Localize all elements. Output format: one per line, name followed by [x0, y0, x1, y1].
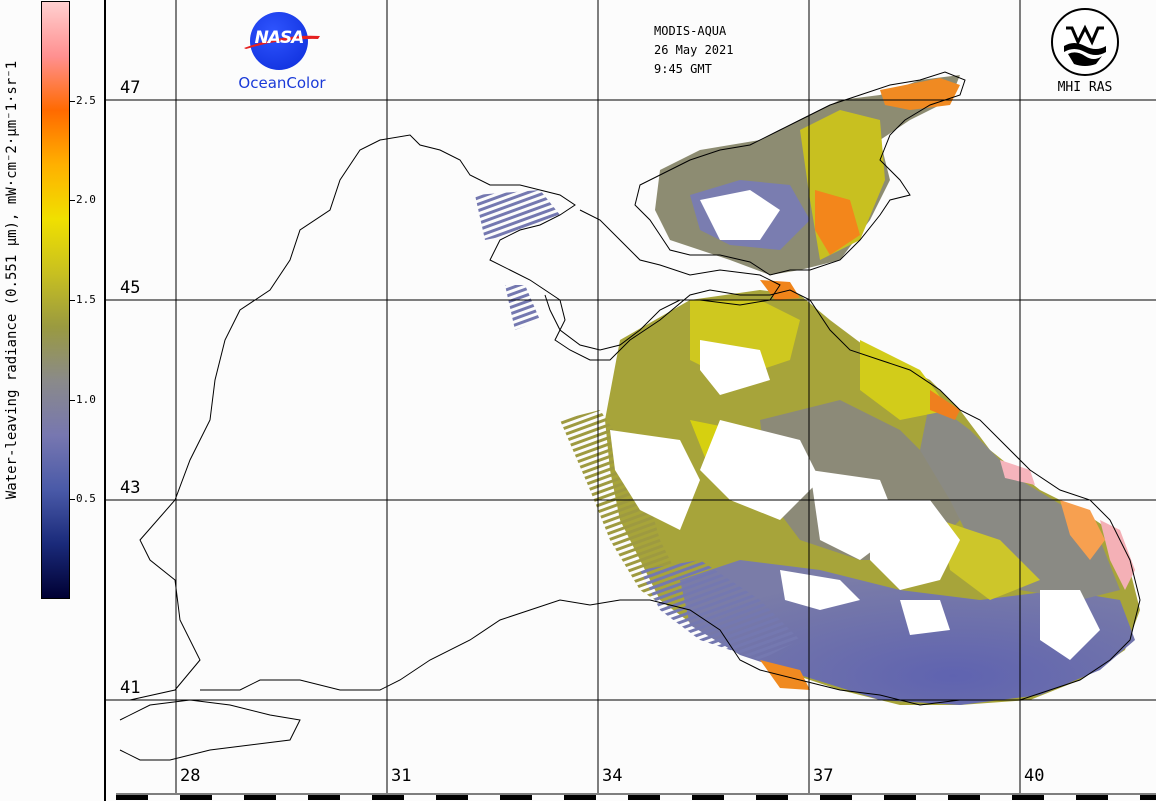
longitude-label: 34 [602, 766, 623, 786]
west-striped-swath [560, 410, 690, 610]
cloud-2 [700, 420, 820, 520]
coast-bosphorus [119, 699, 301, 761]
southeast-coast-pink [1100, 520, 1135, 590]
scale-bar-segment [1012, 795, 1044, 800]
cloud-7 [780, 570, 860, 610]
scale-bar-segment [628, 795, 660, 800]
yellow-patch-3 [940, 520, 1040, 600]
scale-bar-segment [948, 795, 980, 800]
scale-bar-segment [180, 795, 212, 800]
south-coast-orange [760, 660, 810, 690]
cloud-1 [700, 340, 770, 395]
colorbar-tick-mark [69, 499, 75, 501]
mhi-ras-logo: MHI RAS [1046, 6, 1124, 101]
cloud-9 [700, 190, 780, 240]
colorbar-title: Water-leaving radiance (0.551 µm), mW·cm… [4, 60, 20, 500]
coast-azov [634, 71, 966, 276]
colorbar-tick-mark [69, 300, 75, 301]
northwest-striped-blue [475, 190, 560, 240]
coast-west [129, 134, 1141, 706]
colorbar-panel: 2.5 2.0 1.5 1.0 0.5 Water-leaving radiance (… [0, 0, 106, 801]
institute-name: MHI RAS [1057, 80, 1113, 95]
longitude-label: 28 [180, 766, 201, 786]
latitude-label: 47 [120, 78, 141, 98]
bottom-scale-bar [116, 793, 1156, 800]
azov-orange-northeast [880, 78, 960, 110]
nasa-swoosh-icon [244, 35, 320, 49]
scale-bar-segment [116, 795, 148, 800]
latitude-label: 41 [120, 678, 141, 698]
northeast-pink [1000, 460, 1035, 485]
nasa-logo-text: NASA [254, 28, 305, 48]
colorbar [41, 1, 70, 599]
latitude-label: 45 [120, 278, 141, 298]
yellow-patch-2 [860, 340, 950, 420]
scene-info: MODIS-AQUA 26 May 2021 9:45 GMT [654, 22, 733, 79]
scale-bar-segment [564, 795, 596, 800]
kerch-orange [760, 280, 800, 300]
colorbar-tick-label: 1.0 [76, 392, 96, 406]
black-sea-map [106, 0, 1156, 800]
scale-bar-segment [820, 795, 852, 800]
scale-bar-segment [884, 795, 916, 800]
longitude-label: 37 [813, 766, 834, 786]
southwest-striped-blue [640, 560, 800, 660]
east-coast-orange [930, 390, 960, 420]
colorbar-tick-label: 2.5 [76, 93, 96, 107]
scale-bar-segment [1076, 795, 1108, 800]
nasa-oceancolor-logo: NASA OceanColor [236, 10, 336, 100]
colorbar-tick-label: 0.5 [76, 492, 96, 506]
cloud-8 [900, 600, 950, 635]
cloud-4 [870, 500, 960, 590]
scale-bar-segment [1140, 795, 1156, 800]
colorbar-tick-mark [69, 100, 75, 102]
scale-bar-segment [244, 795, 276, 800]
mhi-emblem-icon [1051, 8, 1119, 76]
coast-crimea [544, 209, 781, 351]
latitude-label: 43 [120, 478, 141, 498]
longitude-label: 31 [391, 766, 412, 786]
coastline [119, 71, 1141, 761]
colorbar-tick-label: 2.0 [76, 193, 96, 207]
southeast-coast-orange [1060, 500, 1105, 560]
scale-bar-segment [756, 795, 788, 800]
cloud-5 [1040, 590, 1100, 660]
scene-time: 9:45 GMT [654, 62, 712, 76]
colorbar-tick-label: 1.5 [76, 293, 96, 306]
crimea-west-striped [505, 285, 540, 330]
sensor-name: MODIS-AQUA [654, 24, 727, 38]
scale-bar-segment [372, 795, 404, 800]
colorbar-tick-mark [69, 200, 75, 202]
scale-bar-segment [436, 795, 468, 800]
scale-bar-segment [692, 795, 724, 800]
map-left-frame [104, 0, 106, 801]
azov-orange-east [815, 190, 860, 255]
longitude-label: 40 [1024, 766, 1045, 786]
graticule [106, 0, 1156, 793]
water-radiance-layer [475, 75, 1140, 705]
oceancolor-label: OceanColor [238, 74, 326, 92]
scene-date: 26 May 2021 [654, 43, 734, 57]
scale-bar-segment [500, 795, 532, 800]
scale-bar-segment [308, 795, 340, 800]
cloud-6 [610, 430, 700, 530]
colorbar-tick-mark [69, 399, 75, 401]
